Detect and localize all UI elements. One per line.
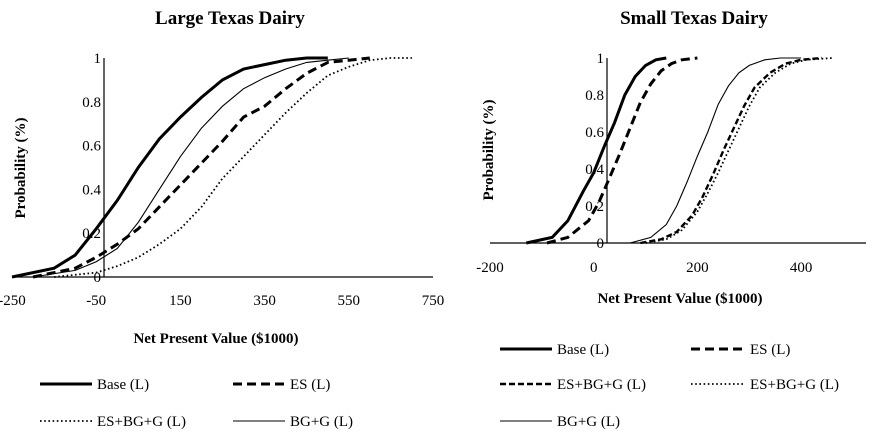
large-dairy-x-tick-label: 750	[422, 293, 445, 309]
small-dairy-y-tick-label: 0.6	[585, 125, 604, 141]
legend-label: ES (L)	[750, 342, 790, 358]
small-dairy-y-tick-label: 0.8	[585, 88, 604, 104]
large-dairy-y-tick-label: 0.4	[82, 182, 101, 198]
large-dairy-title: Large Texas Dairy	[155, 8, 305, 29]
small-dairy-x-axis-title: Net Present Value ($1000)	[597, 291, 762, 307]
legend-label: ES+BG+G (L)	[97, 414, 186, 430]
small-dairy-x-tick-label: 400	[790, 260, 813, 276]
large-dairy-x-tick-label: 550	[338, 293, 361, 309]
small-dairy-legend: Base (L) ES (L) ES+BG+G (L) ES+BG+G (L) BG+G…	[500, 342, 839, 430]
large-dairy-y-tick-label: 0.6	[82, 139, 101, 155]
small-dairy-series-line-2	[546, 56, 698, 245]
small-dairy-x-tick-label: 200	[686, 260, 709, 276]
legend-label: ES (L)	[290, 377, 330, 393]
small-dairy-y-tick-label: 1	[597, 51, 605, 67]
large-dairy-y-tick-label: 0	[94, 270, 102, 286]
legend-label: Base (L)	[97, 377, 149, 393]
large-dairy-x-tick-label: -50	[86, 293, 106, 309]
legend-label: BG+G (L)	[557, 414, 620, 430]
small-dairy-y-tick-label: 0	[597, 236, 605, 252]
large-dairy-legend: Base (L) ES (L) ES+BG+G (L) BG+G (L)	[40, 377, 353, 430]
large-dairy-x-tick-label: -250	[0, 293, 26, 309]
small-dairy-series-line-5	[629, 57, 802, 244]
large-dairy-y-axis-title: Probability (%)	[13, 118, 29, 219]
small-dairy-title: Small Texas Dairy	[620, 8, 768, 29]
large-dairy-y-tick-label: 0.8	[82, 95, 101, 111]
small-dairy-series-line-3	[640, 56, 823, 245]
small-dairy-chart: Small Texas Dairy Net Present Value ($10…	[476, 8, 866, 307]
large-dairy-x-tick-label: 150	[169, 293, 192, 309]
large-dairy-series-line-3	[54, 57, 412, 278]
small-dairy-y-axis-title: Probability (%)	[481, 100, 497, 201]
large-dairy-series-line-4	[32, 57, 349, 278]
large-dairy-chart: Large Texas Dairy Net Present Value ($10…	[0, 8, 444, 347]
legend-label: ES+BG+G (L)	[557, 377, 646, 393]
large-dairy-series-line-1	[11, 56, 328, 279]
small-dairy-x-tick-label: -200	[476, 260, 504, 276]
small-dairy-series-line-1	[525, 56, 667, 245]
large-dairy-x-tick-label: 350	[253, 293, 276, 309]
small-dairy-x-tick-label: 0	[590, 260, 598, 276]
legend-label: ES+BG+G (L)	[750, 377, 839, 393]
large-dairy-x-axis-title: Net Present Value ($1000)	[133, 331, 298, 347]
large-dairy-y-tick-label: 1	[94, 51, 102, 67]
small-dairy-series-line-4	[645, 57, 833, 244]
legend-label: BG+G (L)	[290, 414, 353, 430]
legend-label: Base (L)	[557, 342, 609, 358]
